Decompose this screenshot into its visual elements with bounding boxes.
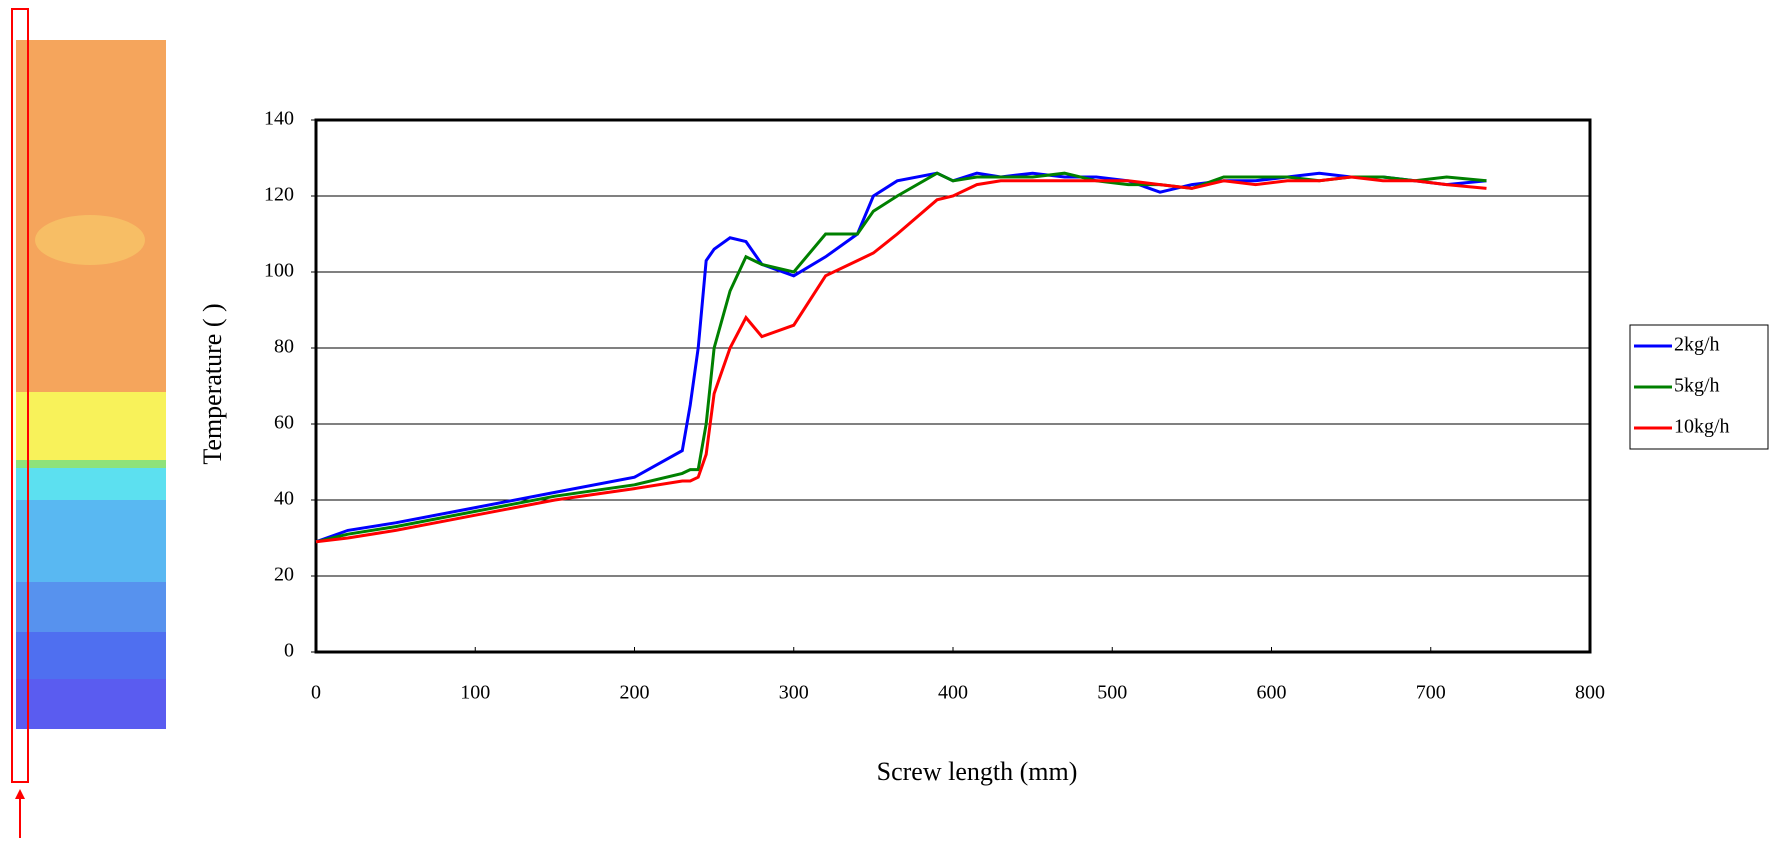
legend-label: 10kg/h: [1674, 416, 1730, 438]
x-tick-label: 100: [460, 682, 490, 704]
x-tick-label: 300: [779, 682, 809, 704]
series-line: [315, 175, 1487, 544]
color-strip: [16, 40, 166, 729]
series-line: [315, 171, 1487, 544]
x-axis-label: Screw length (mm): [877, 757, 1078, 786]
arrow-head: [15, 789, 25, 799]
y-tick-label: 120: [264, 184, 294, 206]
legend-label: 5kg/h: [1674, 375, 1720, 397]
x-tick-label: 600: [1257, 682, 1287, 704]
x-tick-label: 800: [1575, 682, 1605, 704]
x-tick-label: 500: [1097, 682, 1127, 704]
y-tick-label: 140: [264, 108, 294, 130]
y-tick-label: 20: [274, 564, 294, 586]
legend-label: 2kg/h: [1674, 334, 1720, 356]
x-tick-label: 700: [1416, 682, 1446, 704]
plot-frame: [314, 118, 1592, 654]
y-tick-label: 100: [264, 260, 294, 282]
y-axis-label: Temperature ( ): [198, 303, 227, 464]
highlight-box: [11, 8, 29, 783]
x-tick-label: 200: [620, 682, 650, 704]
series-line: [315, 171, 1487, 544]
x-tick-label: 0: [311, 682, 321, 704]
y-tick-label: 60: [274, 412, 294, 434]
x-tick-label: 400: [938, 682, 968, 704]
y-tick-label: 40: [274, 488, 294, 510]
y-tick-label: 0: [284, 640, 294, 662]
y-tick-label: 80: [274, 336, 294, 358]
